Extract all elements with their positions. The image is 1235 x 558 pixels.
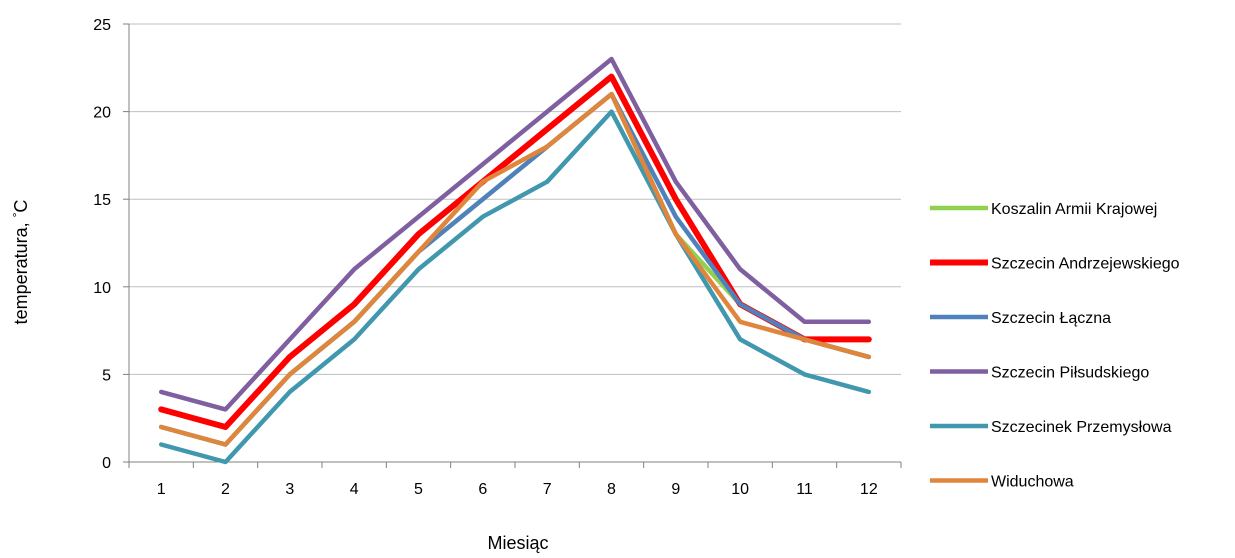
x-tick-label: 8 bbox=[607, 481, 616, 498]
legend: Koszalin Armii Krajowej Szczecin Andrzeje… bbox=[930, 201, 1180, 491]
series-line-4 bbox=[158, 56, 872, 412]
x-tick-label: 7 bbox=[543, 481, 552, 498]
series-line-6 bbox=[158, 91, 872, 447]
y-tick-label: 0 bbox=[102, 455, 111, 472]
y-tick-label: 20 bbox=[93, 105, 111, 122]
y-tick-label: 5 bbox=[102, 367, 111, 384]
x-tick-label: 3 bbox=[285, 481, 294, 498]
x-tick-label: 6 bbox=[478, 481, 487, 498]
x-tick-label: 12 bbox=[860, 481, 878, 498]
legend-entry-label: Szczecin Łączna bbox=[991, 310, 1111, 327]
x-tick-label: 10 bbox=[731, 481, 749, 498]
series-line-1 bbox=[158, 91, 872, 447]
x-tick-label: 2 bbox=[221, 481, 230, 498]
y-tick-label: 10 bbox=[93, 280, 111, 297]
y-axis-title: temperatura, °C bbox=[10, 200, 31, 325]
legend-entry-label: Szczecin Piłsudskiego bbox=[991, 365, 1149, 382]
series-lines bbox=[158, 56, 872, 465]
y-axis-unit: C bbox=[11, 200, 31, 213]
series-line-5 bbox=[158, 109, 872, 465]
y-axis-unit-superscript: ° bbox=[10, 212, 24, 217]
series-line-3 bbox=[158, 91, 872, 447]
x-tick-label: 1 bbox=[157, 481, 166, 498]
x-tick-label: 4 bbox=[350, 481, 359, 498]
x-tick-label: 5 bbox=[414, 481, 423, 498]
x-tick-label: 9 bbox=[671, 481, 680, 498]
x-tick-label: 11 bbox=[796, 481, 813, 498]
legend-entry-label: Widuchowa bbox=[991, 474, 1074, 491]
legend-entry-label: Szczecin Andrzejewskiego bbox=[991, 256, 1180, 273]
legend-entry-label: Koszalin Armii Krajowej bbox=[991, 201, 1157, 218]
x-axis-title: Miesiąc bbox=[487, 533, 548, 553]
y-tick-label: 15 bbox=[93, 192, 111, 209]
legend-entry-label: Szczecinek Przemysłowa bbox=[991, 419, 1172, 436]
y-tick-label: 25 bbox=[93, 17, 111, 34]
